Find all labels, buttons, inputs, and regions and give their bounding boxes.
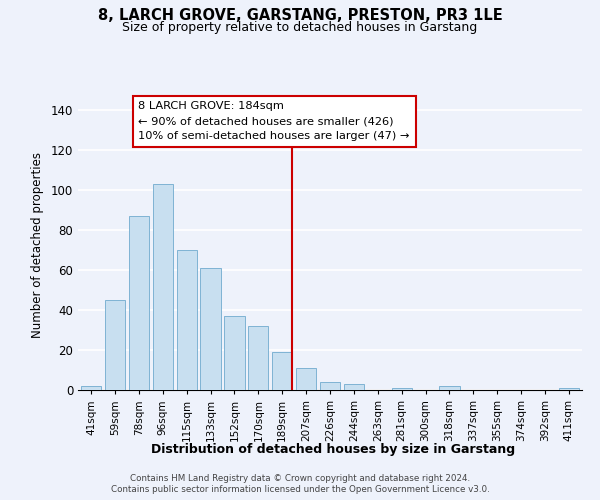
Bar	[248, 326, 268, 390]
Text: Contains public sector information licensed under the Open Government Licence v3: Contains public sector information licen…	[110, 485, 490, 494]
Text: Size of property relative to detached houses in Garstang: Size of property relative to detached ho…	[122, 21, 478, 34]
Bar	[81, 386, 101, 390]
Bar	[272, 352, 292, 390]
Text: Distribution of detached houses by size in Garstang: Distribution of detached houses by size …	[151, 442, 515, 456]
Bar	[559, 388, 579, 390]
Bar	[392, 388, 412, 390]
Text: Contains HM Land Registry data © Crown copyright and database right 2024.: Contains HM Land Registry data © Crown c…	[130, 474, 470, 483]
Bar	[320, 382, 340, 390]
Bar	[200, 268, 221, 390]
Bar	[129, 216, 149, 390]
Text: 8 LARCH GROVE: 184sqm
← 90% of detached houses are smaller (426)
10% of semi-det: 8 LARCH GROVE: 184sqm ← 90% of detached …	[139, 102, 410, 141]
Bar	[224, 316, 245, 390]
Bar	[344, 384, 364, 390]
Bar	[152, 184, 173, 390]
Bar	[105, 300, 125, 390]
Y-axis label: Number of detached properties: Number of detached properties	[31, 152, 44, 338]
Bar	[439, 386, 460, 390]
Bar	[296, 368, 316, 390]
Text: 8, LARCH GROVE, GARSTANG, PRESTON, PR3 1LE: 8, LARCH GROVE, GARSTANG, PRESTON, PR3 1…	[98, 8, 502, 22]
Bar	[176, 250, 197, 390]
